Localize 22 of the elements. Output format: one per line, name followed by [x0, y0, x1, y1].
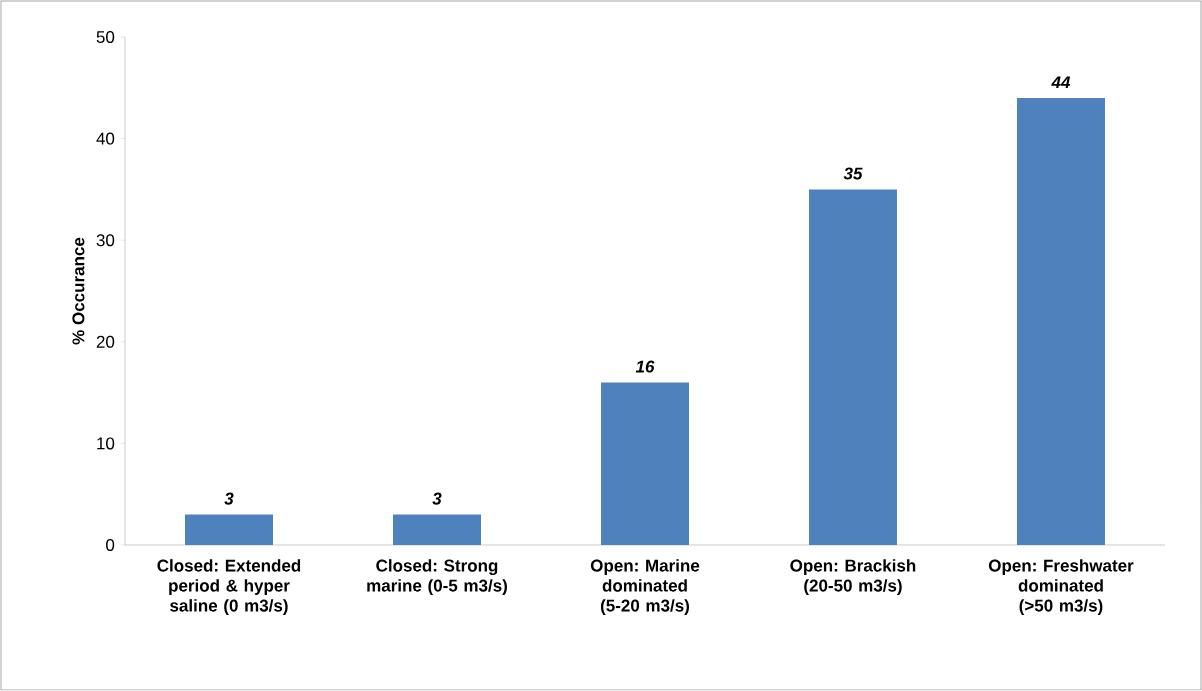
data-label: 44 [1051, 76, 1071, 89]
y-tick-label: 40 [96, 132, 115, 145]
bar [1016, 97, 1105, 545]
y-tick-label: 0 [106, 538, 115, 552]
x-tick-label: Open: Brackish (20-50 m3/s) [790, 559, 916, 595]
bar [808, 189, 897, 545]
x-tick-label: Open: Freshwater dominated (>50 m3/s) [988, 559, 1134, 615]
bar [185, 514, 273, 545]
y-tick-label: 30 [96, 234, 115, 247]
y-tick-label: 10 [97, 437, 115, 450]
y-tick-label: 50 [96, 30, 115, 44]
x-tick-label: Open: Marine dominated (5-20 m3/s) [590, 559, 700, 615]
bar [600, 382, 689, 545]
y-tick-label: 20 [96, 335, 115, 348]
x-tick-label: Closed: Strong marine (0-5 m3/s) [367, 559, 507, 595]
data-label: 16 [635, 360, 655, 373]
data-label: 3 [224, 492, 234, 505]
y-axis-title: % Occurance [72, 237, 85, 345]
bar [392, 514, 481, 545]
data-label: 35 [843, 167, 863, 180]
x-tick-label: Closed: Extended period & hyper saline (0 m3/s) [157, 559, 301, 615]
data-label: 3 [432, 492, 442, 505]
